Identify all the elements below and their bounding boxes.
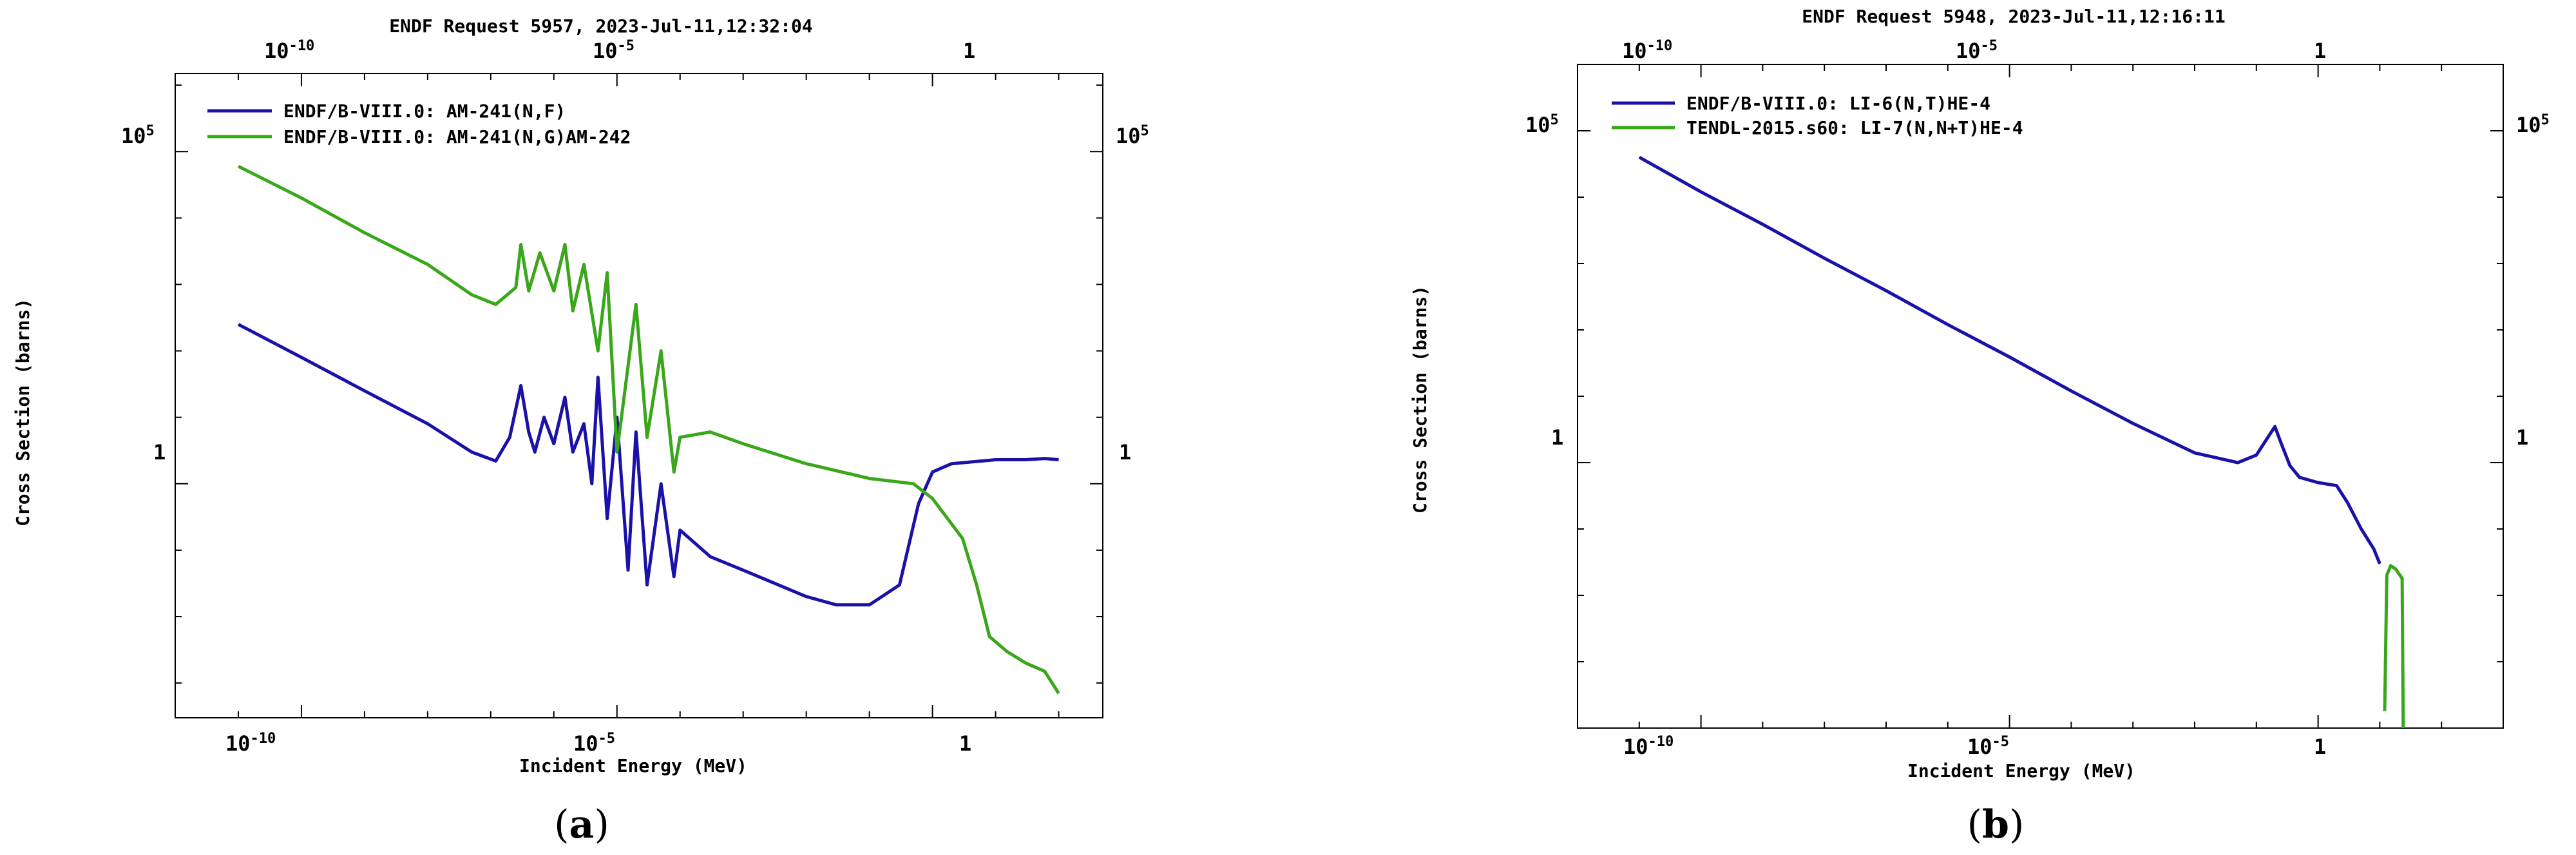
panel-a: ENDF Request 5957, 2023-Jul-11,12:32:04 … <box>12 15 1149 847</box>
panel-caption: (b) <box>1967 802 2025 847</box>
series-line-2 <box>2383 564 2405 729</box>
top-xtick-label: 10-10 <box>264 38 314 63</box>
tick-marks <box>175 73 1103 718</box>
right-ytick-label: 1 <box>1119 440 1131 465</box>
legend-label: ENDF/B-VIII.0: AM-241(N,G)AM-242 <box>283 126 631 148</box>
top-xtick-label: 10-5 <box>593 38 634 63</box>
right-ytick-label: 1 <box>2516 425 2528 450</box>
panel-caption: (a) <box>554 802 609 847</box>
right-ytick-label: 105 <box>2516 112 2550 137</box>
x-axis-label: Incident Energy (MeV) <box>1907 760 2135 782</box>
right-ytick-label: 105 <box>1116 123 1149 148</box>
top-xtick-label: 1 <box>963 39 975 63</box>
xtick-label: 10-5 <box>1967 734 2009 759</box>
plot-frame <box>1577 64 2504 729</box>
series-line-2 <box>237 164 1060 695</box>
xtick-label: 10-10 <box>225 731 276 756</box>
series-group <box>237 164 1060 695</box>
chart-title: ENDF Request 5957, 2023-Jul-11,12:32:04 <box>389 15 812 37</box>
ytick-label: 105 <box>1525 112 1559 137</box>
panel-b: ENDF Request 5948, 2023-Jul-11,12:16:11 … <box>1409 6 2550 847</box>
ytick-label: 1 <box>1551 425 1563 450</box>
x-axis-label: Incident Energy (MeV) <box>519 755 747 776</box>
y-axis-label: Cross Section (barns) <box>12 298 33 526</box>
series-group <box>1638 155 2405 729</box>
ytick-label: 105 <box>121 123 155 148</box>
y-axis-label: Cross Section (barns) <box>1409 285 1431 514</box>
legend-label: TENDL-2015.s60: LI-7(N,N+T)HE-4 <box>1686 117 2023 139</box>
series-line-1 <box>1638 155 2381 564</box>
plot-frame <box>175 73 1103 718</box>
ytick-label: 1 <box>153 440 166 465</box>
top-xtick-label: 1 <box>2314 39 2326 63</box>
xtick-label: 10-5 <box>573 731 615 756</box>
top-xtick-label: 10-5 <box>1956 38 1998 63</box>
top-xtick-label: 10-10 <box>1622 38 1672 63</box>
xtick-label: 1 <box>959 731 971 756</box>
legend-label: ENDF/B-VIII.0: LI-6(N,T)HE-4 <box>1686 93 1990 114</box>
xtick-label: 10-10 <box>1623 734 1674 759</box>
xtick-label: 1 <box>2314 735 2326 759</box>
series-line-1 <box>237 323 1059 607</box>
tick-marks <box>1578 64 2503 728</box>
legend-label: ENDF/B-VIII.0: AM-241(N,F) <box>283 101 566 122</box>
chart-title: ENDF Request 5948, 2023-Jul-11,12:16:11 <box>1802 6 2225 27</box>
